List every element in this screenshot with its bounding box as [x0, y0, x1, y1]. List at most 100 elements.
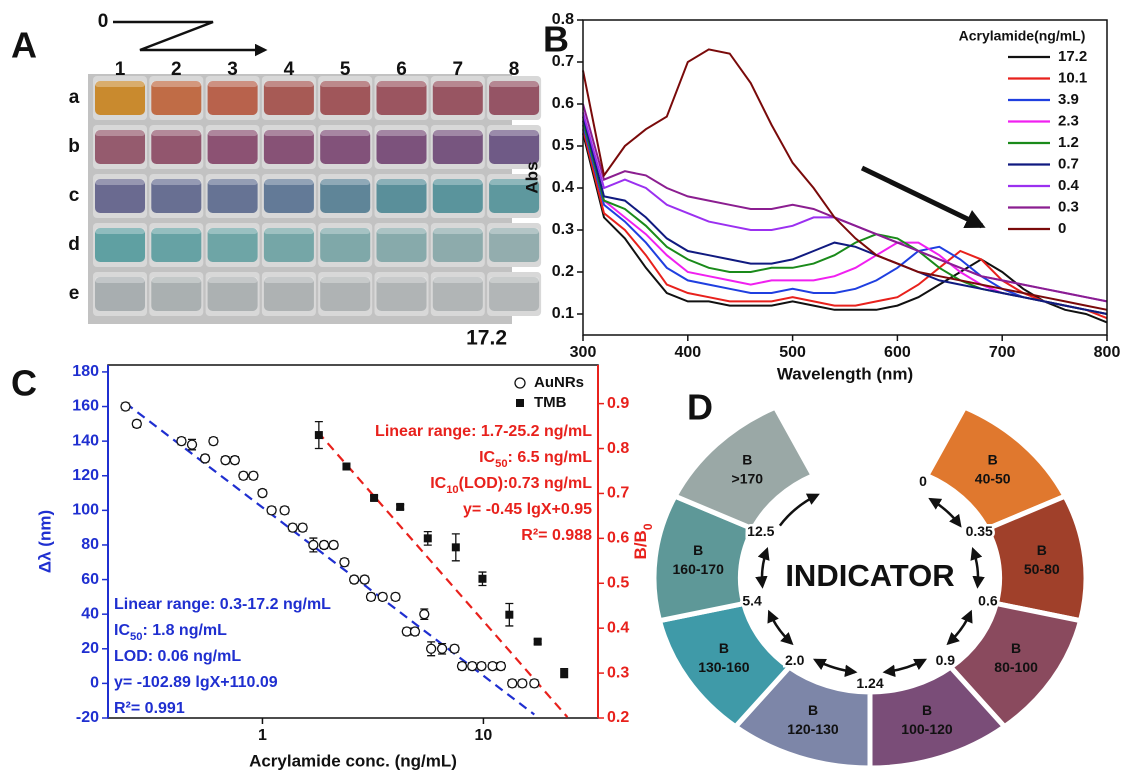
- segment-letter: B: [1037, 542, 1047, 558]
- data-point: [238, 470, 249, 481]
- vial-highlight: [207, 130, 258, 136]
- vial-highlight: [263, 179, 314, 185]
- vial: [95, 228, 145, 262]
- y2-tick-label: 0.3: [607, 664, 629, 681]
- indicator-title: INDICATOR: [785, 558, 954, 593]
- annotation-part: : 1.8 ng/mL: [142, 622, 227, 639]
- annotation: IC50: 1.8 ng/mL: [114, 622, 227, 643]
- y-tick-label: 80: [81, 536, 99, 553]
- vial: [207, 228, 258, 262]
- vial: [151, 130, 202, 164]
- vial-highlight: [263, 81, 314, 87]
- annotation-part: y= -0.45 lgX+0.95: [463, 501, 592, 518]
- vial-highlight: [207, 228, 258, 234]
- segment-range: 50-80: [1024, 561, 1060, 577]
- annotation-part: IC: [114, 622, 130, 639]
- legend-label: 2.3: [1058, 112, 1079, 129]
- data-point: [495, 660, 507, 672]
- vial: [207, 179, 258, 213]
- annotation-part: LOD: 0.06 ng/mL: [114, 648, 241, 665]
- scale-arrow: [928, 497, 962, 528]
- column-label: 3: [227, 59, 238, 80]
- end-label: 17.2: [466, 327, 507, 350]
- y-tick-label: 40: [81, 605, 99, 622]
- annotation: y= -102.89 lgX+110.09: [114, 674, 278, 691]
- data-point: [396, 502, 405, 511]
- vial-highlight: [376, 228, 427, 234]
- vial: [489, 81, 540, 115]
- data-point: [533, 637, 542, 646]
- column-label: 2: [171, 59, 182, 80]
- y2-tick-label: 0.7: [607, 485, 629, 502]
- annotation: y= -0.45 lgX+0.95: [463, 501, 592, 518]
- vial: [95, 81, 145, 115]
- data-point: [370, 493, 379, 502]
- y-tick-label: 0.8: [552, 11, 574, 28]
- row-label: d: [68, 234, 80, 255]
- annotation: Linear range: 0.3-17.2 ng/mL: [114, 596, 331, 613]
- y-axis-title: Δλ (nm): [35, 510, 54, 573]
- y2-tick-label: 0.2: [607, 709, 629, 726]
- column-label: 1: [115, 59, 126, 80]
- vial-highlight: [489, 130, 540, 136]
- legend-label: 10.1: [1058, 69, 1087, 86]
- scale-arrow: [882, 658, 928, 678]
- spectrum-line: [582, 116, 1108, 315]
- data-point: [409, 626, 421, 637]
- scale-label: 0: [919, 473, 927, 489]
- vial: [320, 81, 371, 115]
- vial: [207, 277, 258, 311]
- y-tick-label: 0.7: [552, 53, 574, 70]
- legend-label: 0: [1058, 220, 1066, 237]
- legend-label: 0.7: [1058, 155, 1079, 172]
- annotation: R²= 0.991: [114, 700, 185, 717]
- vial-highlight: [95, 277, 145, 283]
- y-tick-label: 60: [81, 571, 99, 588]
- vial-highlight: [320, 228, 371, 234]
- data-point: [507, 678, 518, 689]
- data-point: [297, 522, 308, 533]
- vial: [151, 228, 202, 262]
- annotation: LOD: 0.06 ng/mL: [114, 648, 241, 665]
- spectrum-line: [582, 133, 1108, 324]
- segment-range: >170: [732, 471, 764, 487]
- y-tick-label: 180: [72, 363, 99, 380]
- segment-letter: B: [808, 702, 818, 718]
- segment-letter: B: [742, 452, 752, 468]
- vial-highlight: [207, 179, 258, 185]
- vial: [207, 130, 258, 164]
- vial-highlight: [320, 81, 371, 87]
- data-point: [339, 557, 350, 568]
- y-tick-label: 0.3: [552, 221, 574, 238]
- vial-highlight: [432, 228, 483, 234]
- trend-arrow: [860, 165, 986, 229]
- legend-label: 17.2: [1058, 48, 1087, 65]
- data-point: [467, 660, 478, 672]
- data-point: [314, 431, 323, 440]
- annotation-part: 50: [130, 631, 142, 643]
- column-label: 6: [396, 59, 407, 80]
- scale-arrow: [812, 658, 858, 678]
- vial-highlight: [95, 228, 145, 234]
- x-tick-label: 300: [570, 344, 597, 361]
- data-point: [266, 505, 277, 516]
- y2-axis-title-part: 0: [641, 523, 655, 530]
- vial: [376, 81, 427, 115]
- data-point: [478, 574, 487, 583]
- y-tick-label: 0.5: [552, 137, 574, 154]
- y-tick-label: 0.2: [552, 263, 574, 280]
- data-point: [199, 453, 211, 464]
- data-point: [560, 669, 569, 678]
- annotation-part: 10: [446, 484, 458, 496]
- scale-arrow: [970, 547, 985, 589]
- vial: [151, 81, 202, 115]
- vial-highlight: [95, 81, 145, 87]
- scale-label: 5.4: [742, 593, 762, 609]
- vial-highlight: [432, 81, 483, 87]
- scale-arrow: [767, 609, 794, 646]
- vial-highlight: [320, 179, 371, 185]
- column-label: 7: [453, 59, 464, 80]
- y2-tick-label: 0.4: [607, 619, 629, 636]
- vial: [320, 277, 371, 311]
- data-point: [328, 539, 339, 551]
